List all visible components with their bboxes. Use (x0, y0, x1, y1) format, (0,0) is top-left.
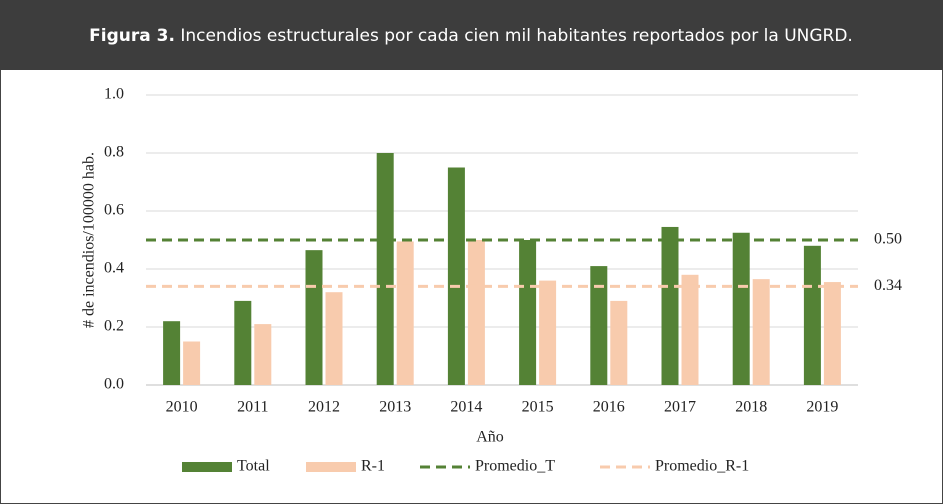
bar (447, 167, 465, 385)
header-bar (0, 0, 943, 70)
bar (539, 280, 557, 385)
y-tick-label: 0.6 (104, 202, 124, 219)
reference-label: 0.34 (874, 277, 902, 294)
bar (661, 226, 679, 385)
bar (234, 300, 252, 385)
x-tick-label: 2019 (806, 399, 838, 416)
bar (752, 279, 770, 385)
bar (610, 300, 628, 385)
bar (325, 292, 343, 385)
bar (803, 245, 821, 385)
legend-label: R-1 (361, 458, 385, 475)
x-tick-label: 2018 (735, 399, 767, 416)
y-tick-label: 0.0 (104, 376, 124, 393)
x-tick-label: 2011 (237, 399, 268, 416)
y-axis-label: # de incendios/100000 hab. (81, 152, 98, 328)
bar (519, 240, 537, 385)
x-tick-label: 2016 (593, 399, 625, 416)
bar (183, 341, 201, 385)
y-tick-label: 0.8 (104, 144, 124, 161)
bar (732, 232, 750, 385)
legend-swatch (306, 462, 356, 472)
reference-label: 0.50 (874, 231, 902, 248)
x-tick-label: 2012 (308, 399, 340, 416)
header-label: Figura 3. (89, 26, 175, 46)
x-tick-label: 2014 (450, 399, 482, 416)
y-tick-label: 1.0 (104, 86, 124, 103)
bar (305, 250, 323, 385)
x-tick-label: 2015 (522, 399, 554, 416)
legend-label: Total (237, 458, 270, 475)
x-tick-label: 2010 (166, 399, 198, 416)
x-tick-label: 2017 (664, 399, 696, 416)
header: Figura 3. Incendios estructurales por ca… (89, 26, 853, 46)
y-tick-label: 0.2 (104, 318, 124, 335)
bar (467, 240, 485, 385)
legend-swatch (182, 462, 232, 472)
bar (163, 321, 181, 385)
x-axis-label: Año (476, 429, 504, 446)
legend-label: Promedio_T (475, 458, 555, 475)
legend-label: Promedio_R-1 (655, 458, 749, 475)
bar (376, 153, 394, 385)
header-caption: Incendios estructurales por cada cien mi… (180, 26, 853, 46)
bar (823, 282, 841, 385)
bar (590, 266, 608, 385)
bar (396, 241, 414, 385)
y-tick-label: 0.4 (104, 260, 124, 277)
bar (681, 274, 699, 385)
bar (254, 324, 272, 385)
x-tick-label: 2013 (379, 399, 411, 416)
